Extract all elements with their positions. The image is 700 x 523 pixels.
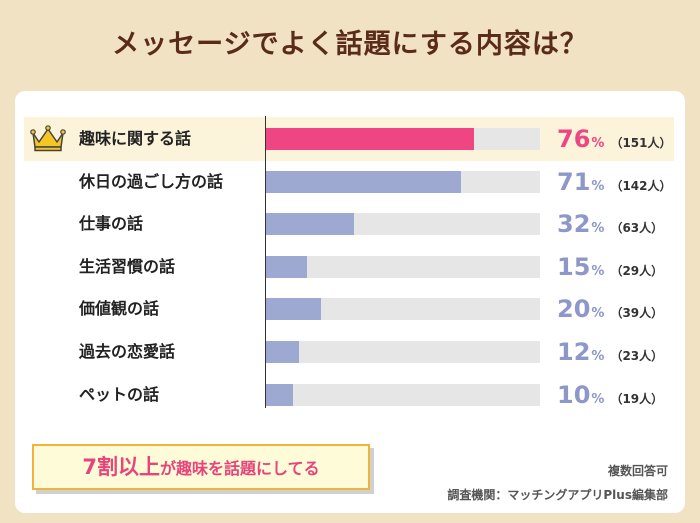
- category-label: 趣味に関する話: [79, 129, 192, 148]
- value-label: 71: [557, 168, 591, 196]
- count-label: （19人）: [610, 392, 664, 406]
- value-label-group: 15% （29人）: [557, 245, 663, 289]
- y-axis-line: [265, 116, 266, 408]
- bar: [266, 213, 354, 235]
- percent-sign: %: [591, 392, 605, 407]
- value-label: 20: [557, 295, 591, 323]
- bar: [266, 128, 474, 150]
- count-label: （39人）: [610, 306, 664, 320]
- bar-track: [266, 213, 540, 235]
- category-label: ペットの話: [79, 385, 160, 404]
- count-label: （142人）: [610, 179, 672, 193]
- value-label-group: 71% （142人）: [557, 160, 672, 204]
- value-label-group: 10% （19人）: [557, 373, 663, 417]
- value-label-group: 32% （63人）: [557, 202, 663, 246]
- bar: [266, 171, 461, 193]
- category-label: 価値観の話: [79, 299, 160, 318]
- chart-title: メッセージでよく話題にする内容は？: [112, 29, 588, 60]
- value-label-group: 20% （39人）: [557, 287, 663, 331]
- callout-box: 7割以上が趣味を話題にしてる: [32, 444, 370, 490]
- percent-sign: %: [591, 221, 605, 236]
- bar-track: [266, 171, 540, 193]
- count-label: （29人）: [610, 264, 664, 278]
- bar: [266, 384, 293, 406]
- percent-sign: %: [591, 306, 605, 321]
- answer-type-note: 複数回答可: [607, 464, 668, 478]
- count-label: （23人）: [610, 349, 664, 363]
- bar: [266, 341, 299, 363]
- value-label: 15: [557, 253, 591, 281]
- callout-highlight: 7割以上: [82, 455, 161, 479]
- count-label: （151人）: [610, 136, 672, 150]
- value-label: 32: [557, 210, 591, 238]
- category-label: 生活習慣の話: [79, 257, 176, 276]
- value-label-group: 12% （23人）: [557, 330, 663, 374]
- bar-track: [266, 128, 540, 150]
- value-label: 76: [557, 125, 591, 153]
- count-label: （63人）: [610, 221, 664, 235]
- category-label: 仕事の話: [79, 214, 144, 233]
- percent-sign: %: [591, 136, 605, 151]
- category-label: 休日の過ごし方の話: [79, 172, 224, 191]
- value-label-group: 76% （151人）: [557, 117, 672, 161]
- bar-track: [266, 341, 540, 363]
- bar: [266, 298, 321, 320]
- value-label: 10: [557, 381, 591, 409]
- callout-text: が趣味を話題にしてる: [160, 459, 320, 478]
- source-note: 調査機関：マッチングアプリPlus編集部: [447, 488, 668, 502]
- percent-sign: %: [591, 179, 605, 194]
- value-label: 12: [557, 338, 591, 366]
- crown-icon: [30, 125, 66, 152]
- percent-sign: %: [591, 349, 605, 364]
- category-label: 過去の恋愛話: [79, 342, 176, 361]
- bar: [266, 256, 307, 278]
- bar-track: [266, 298, 540, 320]
- bar-track: [266, 256, 540, 278]
- percent-sign: %: [591, 264, 605, 279]
- bar-track: [266, 384, 540, 406]
